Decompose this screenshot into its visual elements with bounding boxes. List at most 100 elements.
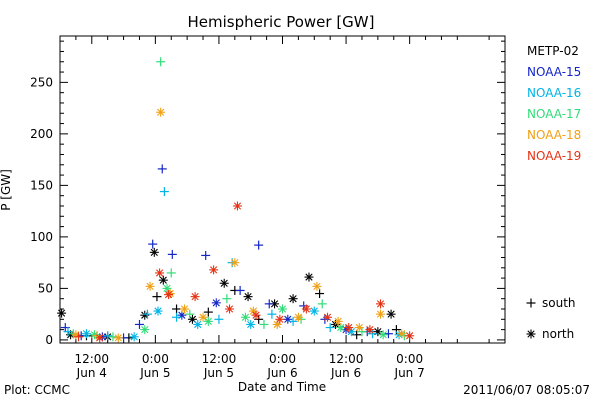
x-tick-label-date: Jun 6 — [266, 366, 297, 380]
noaa-16-south-point — [172, 312, 182, 322]
noaa-16-south-point — [159, 187, 169, 197]
marker-legend-south-symbol — [526, 298, 536, 308]
metp-02-south-point — [315, 289, 325, 299]
noaa-17-south-point — [317, 299, 327, 309]
noaa-15-south-point — [254, 240, 264, 250]
noaa-19-north-point — [232, 201, 242, 211]
noaa-17-north-point — [203, 316, 213, 326]
x-tick-label-date: Jun 6 — [330, 366, 361, 380]
metp-02-north-point — [158, 275, 168, 285]
noaa-17-north-point — [278, 304, 287, 314]
x-tick-label-time: 0:00 — [396, 352, 423, 366]
noaa-16-south-point — [142, 309, 152, 319]
noaa-19-north-point — [344, 323, 354, 333]
metp-02-north-point — [288, 294, 298, 304]
legend-entry-noaa-15: NOAA-15 — [527, 65, 581, 79]
noaa-18-north-point — [354, 323, 364, 333]
noaa-19-north-point — [405, 331, 415, 341]
plot-timestamp: 2011/06/07 08:05:07 — [463, 383, 590, 397]
metp-02-north-point — [219, 278, 229, 288]
x-tick-label-date: Jun 5 — [139, 366, 170, 380]
noaa-19-north-point — [376, 299, 386, 309]
y-tick-label: 250 — [30, 75, 53, 89]
noaa-16-north-point — [153, 306, 163, 316]
plot-credit: Plot: CCMC — [4, 383, 70, 397]
noaa-19-north-point — [275, 314, 285, 324]
noaa-17-north-point — [240, 312, 250, 322]
noaa-16-south-point — [267, 309, 277, 319]
x-tick-label-time: 12:00 — [329, 352, 364, 366]
noaa-18-north-point — [156, 107, 166, 117]
noaa-19-north-point — [155, 268, 165, 278]
noaa-17-north-point — [162, 283, 172, 293]
noaa-15-south-point — [167, 249, 177, 259]
noaa-15-south-point — [235, 285, 245, 295]
metp-02-north-point — [304, 272, 314, 282]
noaa-18-north-point — [145, 281, 155, 291]
x-tick-label-time: 0:00 — [142, 352, 169, 366]
noaa-19-north-point — [209, 265, 219, 275]
noaa-16-south-point — [325, 323, 335, 333]
noaa-17-south-point — [222, 294, 232, 304]
noaa-19-north-point — [365, 325, 375, 335]
noaa-15-south-point — [201, 250, 211, 260]
noaa-16-north-point — [81, 329, 91, 339]
metp-02-south-point — [203, 307, 213, 317]
x-tick-label-date: Jun 7 — [394, 366, 425, 380]
metp-02-north-point — [243, 292, 253, 302]
noaa-17-north-point — [140, 325, 150, 335]
y-tick-label: 200 — [30, 127, 53, 141]
noaa-16-south-point — [214, 314, 224, 324]
noaa-18-north-point — [198, 312, 208, 322]
legend-entry-noaa-17: NOAA-17 — [527, 107, 581, 121]
noaa-17-south-point — [259, 319, 269, 329]
legend-entry-noaa-18: NOAA-18 — [527, 128, 581, 142]
y-axis: 0 50 100 150 200 250 — [30, 40, 505, 347]
noaa-18-north-point — [230, 258, 240, 268]
data-points — [57, 57, 415, 343]
noaa-15-south-point — [157, 164, 167, 174]
y-tick-label: 100 — [30, 230, 53, 244]
plot-frame — [59, 35, 506, 344]
noaa-19-north-point — [301, 304, 311, 314]
noaa-19-north-point — [164, 290, 174, 300]
noaa-15-north-point — [211, 298, 221, 308]
noaa-16-north-point — [246, 319, 256, 329]
marker-legend-south: south — [542, 296, 576, 310]
noaa-16-north-point — [129, 332, 139, 342]
noaa-17-south-point — [156, 57, 166, 67]
noaa-17-north-point — [378, 330, 388, 340]
noaa-15-south-point — [383, 329, 393, 339]
x-tick-label-time: 0:00 — [269, 352, 296, 366]
noaa-16-south-point — [63, 327, 73, 337]
noaa-17-south-point — [185, 309, 195, 319]
noaa-16-north-point — [309, 306, 319, 316]
noaa-18-north-point — [333, 316, 343, 326]
x-tick-label-date: Jun 5 — [203, 366, 234, 380]
y-tick-label: 0 — [45, 333, 53, 347]
noaa-15-south-point — [148, 239, 158, 249]
legend-entry-metp-02: METP-02 — [527, 44, 579, 58]
noaa-18-north-point — [113, 333, 123, 343]
noaa-19-north-point — [251, 310, 261, 320]
metp-02-north-point — [149, 247, 159, 257]
metp-02-south-point — [352, 330, 362, 340]
noaa-16-south-point — [288, 316, 298, 326]
marker-legend-north: north — [542, 327, 574, 341]
x-tick-label-time: 12:00 — [202, 352, 237, 366]
legend-entry-noaa-19: NOAA-19 — [527, 149, 581, 163]
noaa-19-north-point — [225, 304, 235, 314]
y-axis-title: P [GW] — [0, 169, 13, 211]
x-axis-title: Date and Time — [238, 380, 326, 394]
noaa-15-south-point — [134, 319, 144, 329]
x-tick-label-date: Jun 4 — [76, 366, 107, 380]
legend-entry-noaa-16: NOAA-16 — [527, 86, 581, 100]
y-tick-label: 50 — [38, 281, 53, 295]
metp-02-north-point — [386, 309, 396, 319]
noaa-18-north-point — [293, 312, 303, 322]
noaa-19-south-point — [74, 332, 84, 342]
noaa-16-south-point — [103, 331, 113, 341]
metp-02-south-point — [172, 304, 182, 314]
